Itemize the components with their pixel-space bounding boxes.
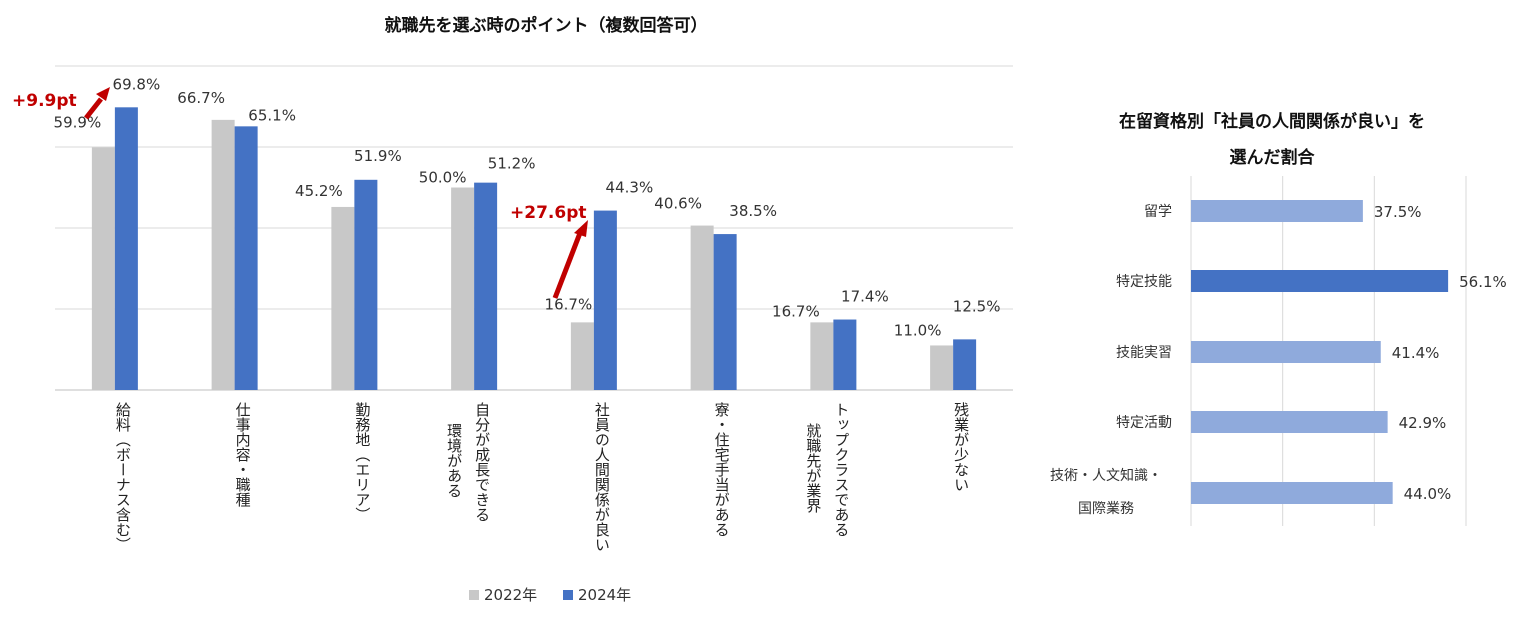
bar-2024 [953,339,977,390]
category-label: 環境がある [445,423,463,498]
data-label: 69.8% [113,75,161,93]
category-label: 留学 [1144,204,1172,220]
data-label: 16.7% [545,295,593,313]
data-label: 51.2% [488,155,536,173]
data-label: 37.5% [1374,203,1422,221]
data-label: 40.6% [654,195,702,213]
data-label: 45.2% [295,182,343,200]
legend-label-2022: 2022年 [484,586,537,604]
annotation-arrowhead [96,87,110,101]
category-label: 勤務地（エリア） [353,402,371,522]
category-label: 残業が少ない [952,402,970,492]
bar-2022 [930,345,954,390]
bar-2024 [833,319,857,390]
category-label: 技能実習 [1116,345,1172,361]
data-label: 38.5% [729,202,777,220]
category-label: 寮・住宅手当がある [713,401,731,537]
bar-2022 [91,147,115,390]
data-label: 44.3% [606,179,654,197]
chart-title: 就職先を選ぶ時のポイント（複数回答可） [385,15,708,36]
annotation-label: +9.9pt [12,91,77,111]
data-label: 44.0% [1404,485,1452,503]
category-label: 技術・人文知識・ [1050,467,1162,484]
category-label: 給料（ボーナス含む） [114,402,132,552]
category-label: 仕事内容・職種 [234,402,252,507]
chart-title: 在留資格別「社員の人間関係が良い」を [1119,111,1425,132]
data-label: 42.9% [1399,414,1447,432]
category-label: 社員の人間関係が良い [593,402,611,552]
bar-2022 [211,119,235,391]
bar-2024 [713,234,737,390]
legend-label-2024: 2024年 [578,586,631,604]
bar-2022 [570,322,594,390]
chart-title: 選んだ割合 [1230,147,1316,168]
bar-2024 [593,210,617,390]
vertical-bar-chart: 就職先を選ぶ時のポイント（複数回答可） 59.9% 69.8% 給料（ボーナス含む） 6… [12,15,1013,604]
annotation-arrow [84,97,103,120]
data-label: 65.1% [248,106,296,124]
data-label: 51.9% [354,147,402,165]
bar-2024 [234,126,258,390]
bar-2022 [690,225,714,390]
data-label: 12.5% [953,297,1001,315]
category-label: 特定技能 [1116,274,1172,290]
bar [1191,200,1363,222]
legend-swatch-2024 [563,590,573,600]
category-label: 就職先が業界 [804,423,822,513]
category-label: トップクラスである [832,402,850,537]
bar-2022 [331,206,355,390]
category-label: 国際業務 [1078,501,1134,517]
data-label: 16.7% [772,302,820,320]
bar-2024 [114,107,138,390]
bar [1191,341,1381,363]
category-label: 自分が成長できる [473,402,491,522]
bar [1191,482,1393,504]
bar [1191,411,1388,433]
data-label: 50.0% [419,169,467,187]
data-label: 17.4% [841,288,889,306]
legend-swatch-2022 [469,590,479,600]
annotation-arrowhead [574,220,588,237]
bar [1191,270,1449,292]
bar-2022 [810,322,834,390]
data-label: 56.1% [1459,273,1507,291]
annotation-label: +27.6pt [510,203,586,223]
data-label: 59.9% [54,113,102,131]
data-label: 66.7% [177,89,225,107]
data-label: 11.0% [894,321,942,339]
bar-2022 [451,187,475,390]
annotation-arrow [552,232,583,299]
bar-2024 [474,182,498,390]
data-label: 41.4% [1392,344,1440,362]
category-label: 特定活動 [1116,415,1172,431]
bar-2024 [354,179,378,390]
